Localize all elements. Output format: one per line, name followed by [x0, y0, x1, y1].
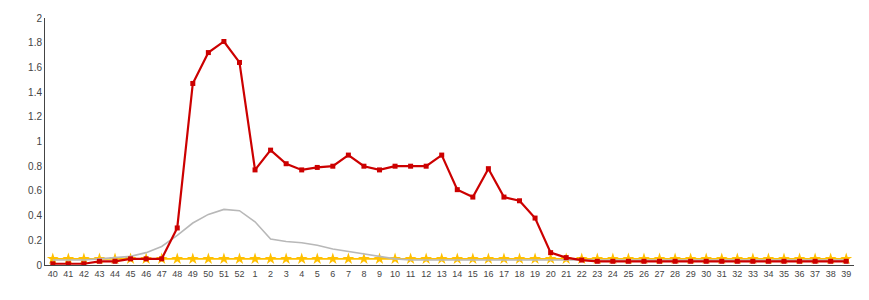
svg-text:10: 10 [390, 269, 400, 279]
svg-text:28: 28 [670, 269, 680, 279]
svg-text:32: 32 [732, 269, 742, 279]
svg-text:8: 8 [361, 269, 366, 279]
svg-text:27: 27 [655, 269, 665, 279]
svg-text:1.2: 1.2 [28, 111, 42, 122]
svg-text:13: 13 [437, 269, 447, 279]
svg-text:7: 7 [346, 269, 351, 279]
svg-text:5: 5 [315, 269, 320, 279]
svg-text:48: 48 [172, 269, 182, 279]
svg-text:20: 20 [546, 269, 556, 279]
svg-text:1.4: 1.4 [28, 87, 42, 98]
svg-text:38: 38 [826, 269, 836, 279]
svg-text:12: 12 [421, 269, 431, 279]
svg-text:36: 36 [795, 269, 805, 279]
svg-text:50: 50 [203, 269, 213, 279]
svg-text:41: 41 [63, 269, 73, 279]
svg-text:2: 2 [268, 269, 273, 279]
svg-text:1.6: 1.6 [28, 62, 42, 73]
svg-text:0.4: 0.4 [28, 210, 42, 221]
svg-text:33: 33 [748, 269, 758, 279]
svg-text:25: 25 [623, 269, 633, 279]
svg-text:37: 37 [810, 269, 820, 279]
svg-text:51: 51 [219, 269, 229, 279]
svg-text:23: 23 [592, 269, 602, 279]
svg-text:15: 15 [468, 269, 478, 279]
svg-text:14: 14 [452, 269, 462, 279]
svg-text:35: 35 [779, 269, 789, 279]
svg-text:1: 1 [36, 136, 42, 147]
svg-text:1: 1 [253, 269, 258, 279]
svg-text:46: 46 [141, 269, 151, 279]
svg-text:47: 47 [157, 269, 167, 279]
svg-text:45: 45 [126, 269, 136, 279]
svg-text:11: 11 [406, 269, 415, 279]
svg-text:29: 29 [686, 269, 696, 279]
svg-text:19: 19 [530, 269, 540, 279]
svg-text:39: 39 [841, 269, 851, 279]
svg-text:0.6: 0.6 [28, 185, 42, 196]
svg-text:0.2: 0.2 [28, 235, 42, 246]
svg-text:3: 3 [284, 269, 289, 279]
svg-text:30: 30 [701, 269, 711, 279]
svg-text:42: 42 [79, 269, 89, 279]
svg-text:9: 9 [377, 269, 382, 279]
svg-text:0.8: 0.8 [28, 161, 42, 172]
svg-text:52: 52 [234, 269, 244, 279]
svg-text:6: 6 [330, 269, 335, 279]
svg-text:16: 16 [483, 269, 493, 279]
svg-text:4: 4 [299, 269, 304, 279]
svg-text:40: 40 [48, 269, 58, 279]
svg-text:2: 2 [36, 13, 42, 24]
svg-text:0: 0 [36, 260, 42, 271]
svg-text:1.8: 1.8 [28, 37, 42, 48]
svg-text:49: 49 [188, 269, 198, 279]
svg-text:18: 18 [515, 269, 525, 279]
svg-text:17: 17 [499, 269, 509, 279]
svg-text:34: 34 [763, 269, 773, 279]
svg-text:43: 43 [94, 269, 104, 279]
svg-text:31: 31 [717, 269, 727, 279]
svg-text:21: 21 [561, 269, 571, 279]
svg-text:22: 22 [577, 269, 587, 279]
svg-text:44: 44 [110, 269, 120, 279]
svg-text:26: 26 [639, 269, 649, 279]
svg-text:24: 24 [608, 269, 618, 279]
